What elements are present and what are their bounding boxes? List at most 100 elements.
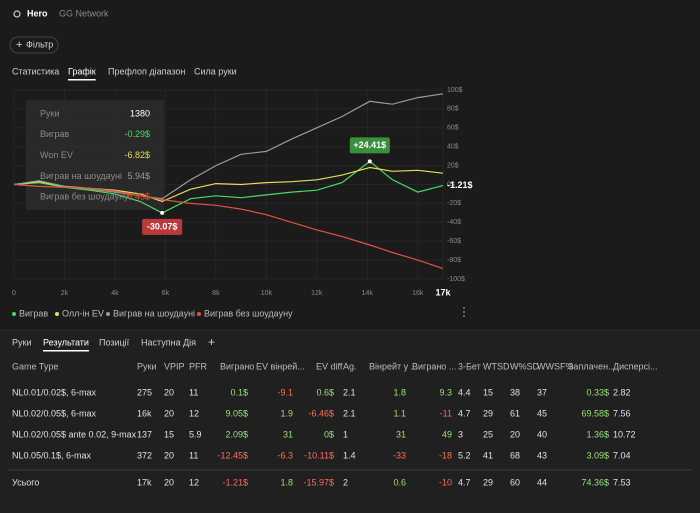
table-cell: 11 (189, 450, 198, 460)
tooltip-value: -0.29$ (124, 129, 150, 139)
column-header[interactable]: VPIP (164, 361, 185, 371)
column-header[interactable]: EV вінрей... (256, 361, 305, 371)
table-cell: 15 (483, 387, 493, 397)
tooltip-box (26, 100, 164, 210)
y-tick-label: 80$ (447, 106, 459, 113)
column-header[interactable]: Виграно ... (412, 361, 456, 371)
table-cell: 4.7 (458, 408, 471, 418)
y-tick-label: -40$ (447, 219, 461, 226)
tooltip-label: Won EV (40, 150, 73, 160)
x-tick-label: 4k (111, 290, 119, 297)
bottom-tab[interactable]: Наступна Дія (141, 337, 196, 347)
table-cell: 37 (537, 387, 547, 397)
legend-label[interactable]: Виграв на шоудауні (113, 308, 195, 318)
table-cell: 20 (164, 477, 174, 487)
y-tick-label: 60$ (447, 125, 459, 132)
y-tick-label: 40$ (447, 144, 459, 151)
table-cell: 12 (189, 408, 199, 418)
x-tick-label: 14k (362, 290, 374, 297)
x-tick-label: 16k (412, 290, 424, 297)
table-cell: 45 (537, 408, 547, 418)
table-cell: -11 (440, 408, 452, 418)
table-cell: 1 (343, 429, 348, 439)
menu-dot[interactable] (463, 311, 465, 313)
tab[interactable]: Графік (68, 66, 96, 76)
table-cell: -9.1 (277, 387, 293, 397)
legend-label[interactable]: Виграв без шоудауну (204, 308, 293, 318)
tab[interactable]: Префлоп діапазон (108, 66, 185, 76)
column-header[interactable]: Виграно (220, 361, 254, 371)
column-header[interactable]: W%SD (510, 361, 540, 371)
table-cell: 0.6 (393, 477, 406, 487)
end-label: -1.21$ (447, 180, 473, 190)
hero-name: Hero (27, 8, 48, 18)
table-cell: 2.1 (343, 408, 356, 418)
column-header[interactable]: PFR (189, 361, 208, 371)
tooltip-label: Виграв (40, 129, 69, 139)
table-cell: 49 (442, 429, 452, 439)
tab[interactable]: Сила руки (194, 66, 237, 76)
x-tick-label: 2k (61, 290, 69, 297)
x-tick-label: 0 (12, 290, 16, 297)
column-header[interactable]: Дисперсі... (613, 361, 658, 371)
table-cell: 0$ (324, 429, 334, 439)
table-cell: 43 (537, 450, 547, 460)
column-header[interactable]: EV diff. (316, 361, 345, 371)
table-cell: 44 (537, 477, 547, 487)
column-header[interactable]: WTSD (483, 361, 510, 371)
bottom-tab[interactable]: Руки (12, 337, 31, 347)
table-cell: 15 (164, 429, 174, 439)
legend-label[interactable]: Виграв (19, 308, 48, 318)
y-tick-label: -60$ (447, 238, 461, 245)
column-header[interactable]: Ag. (343, 361, 357, 371)
menu-dot[interactable] (463, 307, 465, 309)
table-cell: NL0.01/0.02$, 6-max (12, 387, 97, 397)
column-header[interactable]: Руки (137, 361, 156, 371)
table-cell: 1.36$ (586, 429, 609, 439)
column-header[interactable]: Game Type (12, 361, 58, 371)
table-cell: 31 (396, 429, 406, 439)
table-cell: 7.56 (613, 408, 631, 418)
annotation-label: +24.41$ (353, 140, 386, 150)
tooltip-value: 5.94$ (127, 171, 150, 181)
series-line (13, 160, 444, 214)
table-cell: 25 (483, 429, 493, 439)
bottom-tab[interactable]: Позиції (99, 337, 130, 347)
table-cell: 16k (137, 408, 152, 418)
column-header[interactable]: 3-Бет (458, 361, 481, 371)
column-header[interactable]: Заплачен... (568, 361, 616, 371)
filter-plus: + (16, 39, 22, 51)
legend-dot (106, 312, 110, 316)
column-header[interactable]: WWSF% (537, 361, 574, 371)
table-cell: -15.97$ (303, 477, 334, 487)
table-cell: 29 (483, 477, 493, 487)
table-cell: 137 (137, 429, 152, 439)
legend-label[interactable]: Олл-ін EV (62, 308, 104, 318)
table-cell: -18 (439, 450, 452, 460)
table-cell: 68 (510, 450, 520, 460)
table-cell: 12 (189, 477, 199, 487)
table-cell: 7.53 (613, 477, 631, 487)
table-cell: 5.2 (458, 450, 471, 460)
y-tick-label: 100$ (447, 87, 463, 94)
bottom-panel (0, 330, 700, 513)
table-cell: 275 (137, 387, 152, 397)
table-cell: 2.82 (613, 387, 631, 397)
table-cell: 20 (164, 450, 174, 460)
bottom-tab[interactable]: Результати (43, 337, 89, 347)
table-cell: 17k (137, 477, 152, 487)
x-tick-label: 17k (435, 287, 451, 297)
tab[interactable]: Статистика (12, 66, 59, 76)
bottom-tab[interactable]: + (208, 335, 215, 349)
table-cell: 7.04 (613, 450, 631, 460)
table-cell: -6.3 (277, 450, 293, 460)
extreme-point (367, 159, 372, 164)
table-cell: 0.1$ (230, 387, 248, 397)
column-header[interactable]: Вінрейт у ... (369, 361, 418, 371)
menu-dot[interactable] (463, 315, 465, 317)
table-cell: 3.09$ (586, 450, 609, 460)
y-tick-label: 0$ (447, 181, 455, 188)
table-cell: 1.8 (280, 477, 293, 487)
extreme-point (160, 210, 165, 215)
filter-button[interactable] (9, 36, 59, 54)
